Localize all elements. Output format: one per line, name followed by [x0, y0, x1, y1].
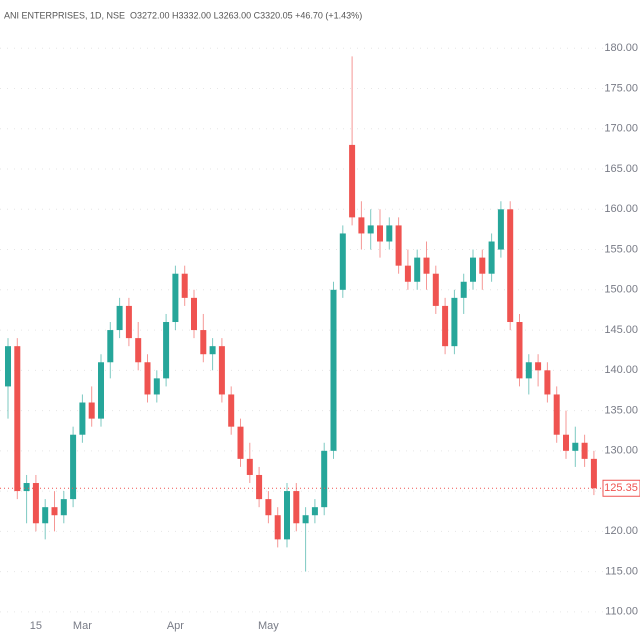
candle-body [274, 515, 281, 540]
candle-body [60, 499, 67, 516]
candle-body [246, 458, 253, 475]
candle-body [256, 474, 263, 500]
candle-body [79, 402, 86, 435]
y-tick-label: 130.00 [604, 445, 638, 457]
candle-body [544, 370, 551, 395]
x-tick-label: May [258, 620, 279, 632]
candle-body [5, 346, 11, 387]
candle-body [423, 257, 430, 274]
candle-body [321, 450, 328, 508]
candle-body [70, 434, 77, 500]
candle-body [451, 297, 458, 347]
candle-body [14, 346, 21, 492]
y-tick-label: 120.00 [604, 525, 638, 537]
x-tick-label: Apr [167, 620, 184, 632]
candle-body [293, 491, 300, 524]
candle-body [191, 297, 197, 331]
candle-body [367, 225, 374, 234]
candle-body [414, 257, 421, 282]
candle-body [470, 257, 476, 282]
candle-body [395, 225, 402, 266]
candle-body [488, 241, 495, 274]
last-price-label: 125.35 [604, 482, 638, 494]
candle-body [442, 305, 449, 347]
x-tick-label: 15 [30, 620, 42, 632]
candle-body [525, 362, 532, 379]
candle-body [88, 402, 95, 419]
candle-body [563, 434, 569, 451]
candle-body [237, 426, 244, 459]
candle-body [265, 499, 272, 516]
candle-body [218, 346, 225, 395]
candle-body [163, 322, 170, 379]
candle-body [535, 362, 542, 371]
candle-body [507, 209, 514, 323]
candle-body [377, 225, 383, 242]
candle-body [311, 507, 318, 516]
candle-body [432, 273, 439, 306]
candle-body [581, 442, 588, 459]
y-tick-label: 155.00 [604, 243, 638, 255]
candle-body [98, 362, 104, 419]
y-tick-label: 110.00 [605, 606, 638, 618]
candle-body [32, 483, 39, 524]
candle-body [386, 225, 393, 242]
y-tick-label: 170.00 [604, 123, 638, 135]
candle-body [172, 273, 179, 323]
candle-body [228, 394, 235, 427]
candle-body [302, 515, 309, 524]
candle-body [23, 483, 30, 492]
candle-body [209, 346, 216, 355]
candle-body [135, 338, 142, 363]
candle-body [153, 378, 160, 395]
candle-body [125, 305, 132, 339]
y-tick-label: 160.00 [604, 203, 638, 215]
candle-body [339, 233, 346, 290]
candle-body [200, 330, 207, 355]
y-tick-label: 150.00 [604, 284, 638, 296]
candle-body [144, 362, 151, 395]
last-price-box [602, 479, 640, 497]
candle-body [116, 305, 123, 331]
chart-header: ANI ENTERPRISES, 1D, NSE [4, 10, 125, 20]
candle-body [497, 209, 504, 250]
y-tick-label: 135.00 [604, 404, 638, 416]
candle-body [590, 458, 597, 489]
y-tick-label: 145.00 [604, 324, 638, 336]
candle-body [479, 257, 486, 274]
candle-body [330, 289, 337, 451]
candle-body [404, 265, 411, 282]
y-tick-label: 175.00 [604, 82, 638, 94]
x-tick-label: Mar [73, 620, 92, 632]
candle-body [553, 394, 560, 435]
y-tick-label: 180.00 [604, 42, 638, 54]
ohlc-legend: O3272.00 H3332.00 L3263.00 C3320.05 +46.… [130, 10, 362, 20]
y-tick-label: 115.00 [605, 565, 638, 577]
candle-body [107, 330, 114, 363]
candle-body [349, 144, 356, 218]
candle-body [572, 442, 579, 451]
candle-body [51, 507, 58, 516]
candle-body [460, 281, 467, 298]
candle-body [181, 273, 188, 298]
candle-body [42, 507, 49, 524]
candle-body [284, 491, 290, 540]
candle-body [516, 322, 523, 379]
candle-body [358, 217, 365, 234]
y-tick-label: 140.00 [604, 364, 638, 376]
y-tick-label: 165.00 [604, 163, 638, 175]
